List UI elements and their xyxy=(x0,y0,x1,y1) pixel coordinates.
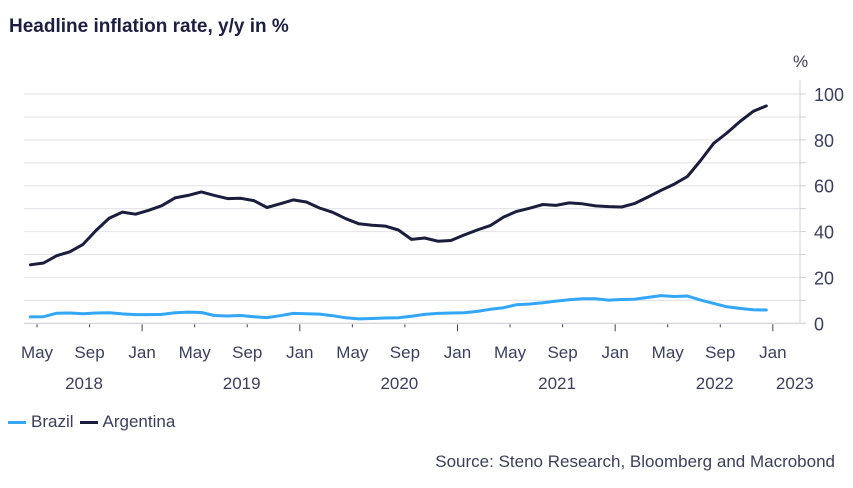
x-year-label: 2020 xyxy=(380,374,418,393)
y-tick-label: 40 xyxy=(814,223,834,243)
x-year-label: 2023 xyxy=(776,374,814,393)
legend-label-brazil: Brazil xyxy=(31,412,74,431)
x-tick-label: Jan xyxy=(601,343,628,362)
legend-label-argentina: Argentina xyxy=(102,412,176,431)
x-tick-label: May xyxy=(336,343,369,362)
x-tick-label: May xyxy=(652,343,685,362)
series-line-brazil xyxy=(28,294,768,321)
legend: Brazil Argentina xyxy=(8,412,181,432)
x-tick-label: Sep xyxy=(390,343,420,362)
legend-swatch-brazil xyxy=(8,420,26,424)
x-tick-label: Sep xyxy=(232,343,262,362)
x-tick-label: Sep xyxy=(74,343,104,362)
x-year-label: 2019 xyxy=(223,374,261,393)
source-note: Source: Steno Research, Bloomberg and Ma… xyxy=(435,452,835,471)
x-tick-label: Sep xyxy=(547,343,577,362)
x-tick-label: Sep xyxy=(705,343,735,362)
y-tick-label: 80 xyxy=(814,131,834,151)
x-tick-label: Jan xyxy=(444,343,471,362)
x-tick-label: Jan xyxy=(128,343,155,362)
x-tick-label: Jan xyxy=(286,343,313,362)
x-tick-label: May xyxy=(179,343,212,362)
series-line-argentina xyxy=(28,104,768,267)
legend-swatch-argentina xyxy=(79,420,98,424)
legend-item-argentina: Argentina xyxy=(79,412,176,432)
x-year-label: 2018 xyxy=(65,374,103,393)
y-tick-label: 20 xyxy=(814,268,834,288)
chart-title: Headline inflation rate, y/y in % xyxy=(9,16,289,37)
y-tick-label: 0 xyxy=(814,314,824,334)
x-year-label: 2022 xyxy=(696,374,734,393)
x-year-label: 2021 xyxy=(538,374,576,393)
legend-item-brazil: Brazil xyxy=(8,412,74,432)
y-axis-unit-label: % xyxy=(793,52,808,71)
y-tick-label: 100 xyxy=(814,85,844,105)
y-tick-label: 60 xyxy=(814,177,834,197)
x-tick-label: Jan xyxy=(759,343,786,362)
x-tick-label: May xyxy=(21,343,54,362)
x-tick-label: May xyxy=(494,343,527,362)
